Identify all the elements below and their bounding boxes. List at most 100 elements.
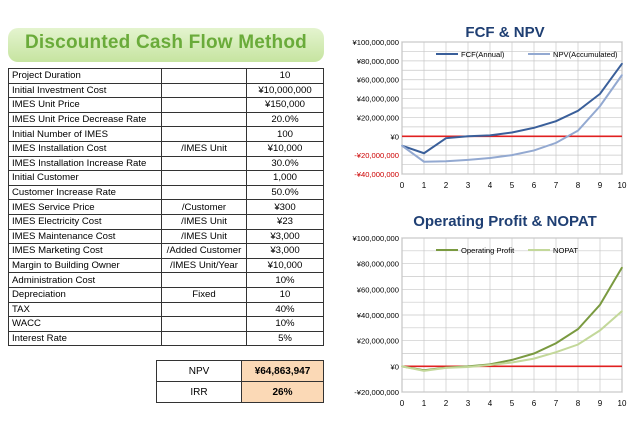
x-tick-label: 2 xyxy=(444,181,449,190)
data-point-0 xyxy=(511,359,513,361)
data-point-1 xyxy=(401,365,403,368)
param-row: IMES Unit Price Decrease Rate 20.0% xyxy=(8,111,324,128)
legend-label-1: NPV(Accumulated) xyxy=(553,50,618,59)
param-value: ¥10,000 xyxy=(246,140,324,157)
param-unit xyxy=(161,155,247,172)
param-value: ¥150,000 xyxy=(246,97,324,113)
data-point-0 xyxy=(533,127,535,129)
param-value: ¥3,000 xyxy=(246,228,324,245)
y-tick-label: ¥40,000,000 xyxy=(357,95,399,104)
x-tick-label: 1 xyxy=(422,399,427,408)
data-point-0 xyxy=(555,342,557,345)
param-row: Administration Cost 10% xyxy=(8,272,324,288)
param-unit xyxy=(161,170,247,186)
param-label: IMES Installation Cost xyxy=(8,140,162,157)
data-point-0 xyxy=(489,134,491,137)
param-unit xyxy=(161,97,247,113)
x-tick-label: 1 xyxy=(422,181,427,190)
param-value: 50.0% xyxy=(246,184,324,201)
y-tick-label: ¥60,000,000 xyxy=(357,285,399,294)
param-value: ¥10,000,000 xyxy=(246,82,324,99)
param-label: IMES Installation Increase Rate xyxy=(8,155,162,172)
data-point-0 xyxy=(577,328,579,330)
data-point-1 xyxy=(533,149,535,152)
data-point-0 xyxy=(621,266,623,269)
npv-row: NPV ¥64,863,947 xyxy=(156,360,324,382)
irr-label: IRR xyxy=(156,381,242,403)
param-unit: Fixed xyxy=(161,286,247,303)
x-tick-label: 7 xyxy=(554,399,559,408)
x-tick-label: 6 xyxy=(532,399,537,408)
data-point-1 xyxy=(423,370,425,372)
irr-value: 26% xyxy=(241,381,324,403)
data-point-1 xyxy=(621,74,623,76)
param-label: IMES Unit Price Decrease Rate xyxy=(8,111,162,128)
x-tick-label: 10 xyxy=(618,181,627,190)
x-tick-label: 7 xyxy=(554,181,559,190)
data-point-0 xyxy=(511,131,513,134)
parameters-table: Project Duration 10 Initial Investment Cos… xyxy=(8,68,324,347)
param-row: TAX 40% xyxy=(8,301,324,318)
data-point-1 xyxy=(467,159,469,161)
y-tick-label: ¥20,000,000 xyxy=(357,337,399,346)
param-value: 10% xyxy=(246,316,324,332)
data-point-1 xyxy=(555,351,557,354)
param-value: 30.0% xyxy=(246,155,324,172)
x-tick-label: 0 xyxy=(400,399,405,408)
param-label: IMES Service Price xyxy=(8,199,162,215)
param-label: Customer Increase Rate xyxy=(8,184,162,201)
param-value: 10 xyxy=(246,286,324,303)
x-tick-label: 4 xyxy=(488,181,493,190)
y-tick-label: ¥40,000,000 xyxy=(357,311,399,320)
x-tick-label: 9 xyxy=(598,181,603,190)
y-tick-label: -¥20,000,000 xyxy=(354,151,399,160)
x-tick-label: 5 xyxy=(510,399,515,408)
param-label: Margin to Building Owner xyxy=(8,257,162,274)
param-unit: /IMES Unit xyxy=(161,228,247,245)
param-unit: /Added Customer xyxy=(161,243,247,259)
chart2-title: Operating Profit & NOPAT xyxy=(413,213,597,230)
param-label: IMES Marketing Cost xyxy=(8,243,162,259)
y-tick-label: ¥80,000,000 xyxy=(357,260,399,269)
param-row: IMES Unit Price ¥150,000 xyxy=(8,97,324,113)
param-value: 10% xyxy=(246,272,324,288)
x-tick-label: 6 xyxy=(532,181,537,190)
param-label: IMES Unit Price xyxy=(8,97,162,113)
x-tick-label: 5 xyxy=(510,181,515,190)
data-point-1 xyxy=(489,364,491,366)
param-value: ¥3,000 xyxy=(246,243,324,259)
fcf-npv-chart: -¥40,000,000 -¥20,000,000 ¥0 ¥20,000,000 ¥40… xyxy=(353,38,627,190)
y-tick-label: -¥20,000,000 xyxy=(354,388,399,397)
param-value: ¥23 xyxy=(246,213,324,230)
data-point-0 xyxy=(577,110,579,112)
param-label: Initial Investment Cost xyxy=(8,82,162,99)
data-point-1 xyxy=(489,157,491,159)
x-tick-label: 9 xyxy=(598,399,603,408)
y-tick-label: ¥0 xyxy=(391,362,399,371)
param-value: 5% xyxy=(246,330,324,347)
data-point-1 xyxy=(533,357,535,360)
param-label: Depreciation xyxy=(8,286,162,303)
x-tick-label: 3 xyxy=(466,399,471,408)
operating-profit-nopat-chart: -¥20,000,000 ¥0 ¥20,000,000 ¥40,000,000 ¥60,… xyxy=(353,234,627,408)
data-point-0 xyxy=(423,152,425,155)
data-point-1 xyxy=(511,154,513,156)
param-unit: /Customer xyxy=(161,199,247,215)
data-point-1 xyxy=(467,366,469,368)
param-row: IMES Marketing Cost/Added Customer ¥3,000 xyxy=(8,243,324,259)
legend-label-1: NOPAT xyxy=(553,246,578,255)
data-point-1 xyxy=(445,367,447,369)
param-label: Administration Cost xyxy=(8,272,162,288)
x-tick-label: 3 xyxy=(466,181,471,190)
param-value: 40% xyxy=(246,301,324,318)
data-point-1 xyxy=(423,160,425,163)
irr-row: IRR 26% xyxy=(156,381,324,403)
param-row: IMES Maintenance Cost/IMES Unit ¥3,000 xyxy=(8,228,324,245)
legend-label-0: Operating Profit xyxy=(461,246,515,255)
param-row: Initial Investment Cost ¥10,000,000 xyxy=(8,82,324,99)
param-unit xyxy=(161,68,247,84)
param-label: Initial Number of IMES xyxy=(8,126,162,142)
param-value: 1,000 xyxy=(246,170,324,186)
param-unit xyxy=(161,82,247,99)
param-unit xyxy=(161,272,247,288)
